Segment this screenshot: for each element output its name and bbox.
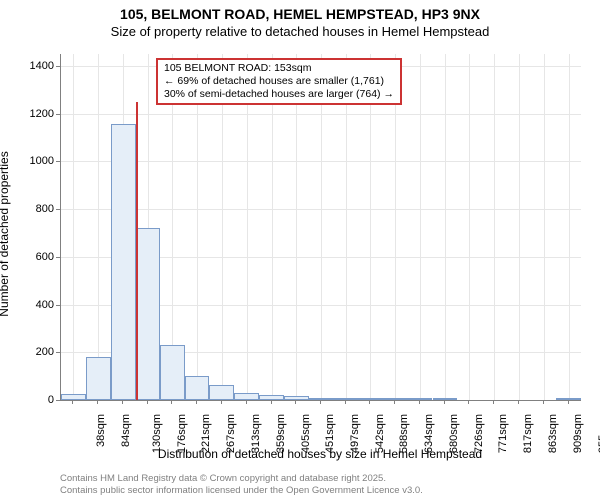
ytick-label: 1200 bbox=[14, 108, 54, 120]
gridline-v bbox=[544, 54, 545, 400]
xtick-mark bbox=[72, 400, 73, 404]
xtick-label: 313sqm bbox=[250, 414, 262, 453]
ytick-label: 1000 bbox=[14, 155, 54, 167]
xtick-mark bbox=[122, 400, 123, 404]
histogram-bar bbox=[136, 228, 161, 400]
xtick-mark bbox=[196, 400, 197, 404]
annotation-line3: 30% of semi-detached houses are larger (… bbox=[164, 88, 394, 101]
gridline-v bbox=[272, 54, 273, 400]
xtick-label: 130sqm bbox=[151, 414, 163, 453]
xtick-mark bbox=[147, 400, 148, 404]
xtick-mark bbox=[171, 400, 172, 404]
ytick-mark bbox=[56, 209, 60, 210]
annotation-box: 105 BELMONT ROAD: 153sqm ← 69% of detach… bbox=[156, 58, 402, 105]
xtick-label: 771sqm bbox=[497, 414, 509, 453]
xtick-label: 726sqm bbox=[473, 414, 485, 453]
xtick-label: 221sqm bbox=[200, 414, 212, 453]
gridline-v bbox=[494, 54, 495, 400]
xtick-label: 176sqm bbox=[176, 414, 188, 453]
ytick-mark bbox=[56, 305, 60, 306]
chart-title-line2: Size of property relative to detached ho… bbox=[0, 24, 600, 39]
annotation-line2: ← 69% of detached houses are smaller (1,… bbox=[164, 75, 394, 88]
xtick-mark bbox=[320, 400, 321, 404]
ytick-mark bbox=[56, 352, 60, 353]
xtick-label: 863sqm bbox=[547, 414, 559, 453]
gridline-v bbox=[222, 54, 223, 400]
gridline-v bbox=[445, 54, 446, 400]
footer-attribution: Contains HM Land Registry data © Crown c… bbox=[60, 473, 423, 496]
annotation-line1: 105 BELMONT ROAD: 153sqm bbox=[164, 62, 394, 75]
xtick-label: 497sqm bbox=[349, 414, 361, 453]
ytick-mark bbox=[56, 161, 60, 162]
histogram-bar bbox=[61, 394, 86, 400]
xtick-mark bbox=[295, 400, 296, 404]
ytick-label: 400 bbox=[14, 299, 54, 311]
histogram-bar bbox=[86, 357, 111, 400]
y-axis-label: Number of detached properties bbox=[0, 151, 11, 316]
gridline-v bbox=[569, 54, 570, 400]
xtick-mark bbox=[468, 400, 469, 404]
xtick-label: 634sqm bbox=[423, 414, 435, 453]
xtick-mark bbox=[221, 400, 222, 404]
ytick-label: 800 bbox=[14, 203, 54, 215]
xtick-mark bbox=[444, 400, 445, 404]
gridline-v bbox=[296, 54, 297, 400]
histogram-bar bbox=[111, 124, 136, 400]
gridline-v bbox=[197, 54, 198, 400]
gridline-v bbox=[346, 54, 347, 400]
xtick-mark bbox=[493, 400, 494, 404]
xtick-mark bbox=[568, 400, 569, 404]
gridline-v bbox=[395, 54, 396, 400]
ytick-label: 200 bbox=[14, 346, 54, 358]
gridline-v bbox=[420, 54, 421, 400]
histogram-bar bbox=[160, 345, 185, 400]
plot-area: 105 BELMONT ROAD: 153sqm ← 69% of detach… bbox=[60, 54, 581, 401]
footer-line2: Contains public sector information licen… bbox=[60, 485, 423, 496]
xtick-label: 451sqm bbox=[325, 414, 337, 453]
xtick-label: 680sqm bbox=[448, 414, 460, 453]
xtick-mark bbox=[246, 400, 247, 404]
xtick-label: 817sqm bbox=[522, 414, 534, 453]
footer-line1: Contains HM Land Registry data © Crown c… bbox=[60, 473, 423, 484]
xtick-mark bbox=[345, 400, 346, 404]
ytick-label: 0 bbox=[14, 394, 54, 406]
ytick-label: 1400 bbox=[14, 60, 54, 72]
xtick-mark bbox=[271, 400, 272, 404]
ytick-mark bbox=[56, 257, 60, 258]
xtick-mark bbox=[97, 400, 98, 404]
histogram-bar bbox=[185, 376, 210, 400]
xtick-mark bbox=[419, 400, 420, 404]
gridline-v bbox=[469, 54, 470, 400]
ytick-mark bbox=[56, 114, 60, 115]
xtick-mark bbox=[518, 400, 519, 404]
xtick-label: 359sqm bbox=[275, 414, 287, 453]
histogram-bar bbox=[234, 393, 259, 400]
gridline-v bbox=[247, 54, 248, 400]
histogram-bar bbox=[209, 385, 234, 401]
gridline-v bbox=[370, 54, 371, 400]
xtick-label: 405sqm bbox=[300, 414, 312, 453]
subject-marker-line bbox=[136, 102, 138, 400]
xtick-label: 267sqm bbox=[225, 414, 237, 453]
xtick-label: 84sqm bbox=[120, 414, 132, 447]
ytick-label: 600 bbox=[14, 251, 54, 263]
xtick-label: 588sqm bbox=[399, 414, 411, 453]
xtick-label: 909sqm bbox=[572, 414, 584, 453]
chart-container: 105, BELMONT ROAD, HEMEL HEMPSTEAD, HP3 … bbox=[0, 0, 600, 500]
xtick-mark bbox=[543, 400, 544, 404]
xtick-mark bbox=[369, 400, 370, 404]
ytick-mark bbox=[56, 400, 60, 401]
xtick-label: 542sqm bbox=[374, 414, 386, 453]
xtick-label: 38sqm bbox=[95, 414, 107, 447]
histogram-bar bbox=[259, 395, 284, 400]
ytick-mark bbox=[56, 66, 60, 67]
gridline-v bbox=[73, 54, 74, 400]
gridline-v bbox=[98, 54, 99, 400]
xtick-mark bbox=[394, 400, 395, 404]
gridline-v bbox=[321, 54, 322, 400]
chart-title-line1: 105, BELMONT ROAD, HEMEL HEMPSTEAD, HP3 … bbox=[0, 6, 600, 22]
gridline-v bbox=[519, 54, 520, 400]
